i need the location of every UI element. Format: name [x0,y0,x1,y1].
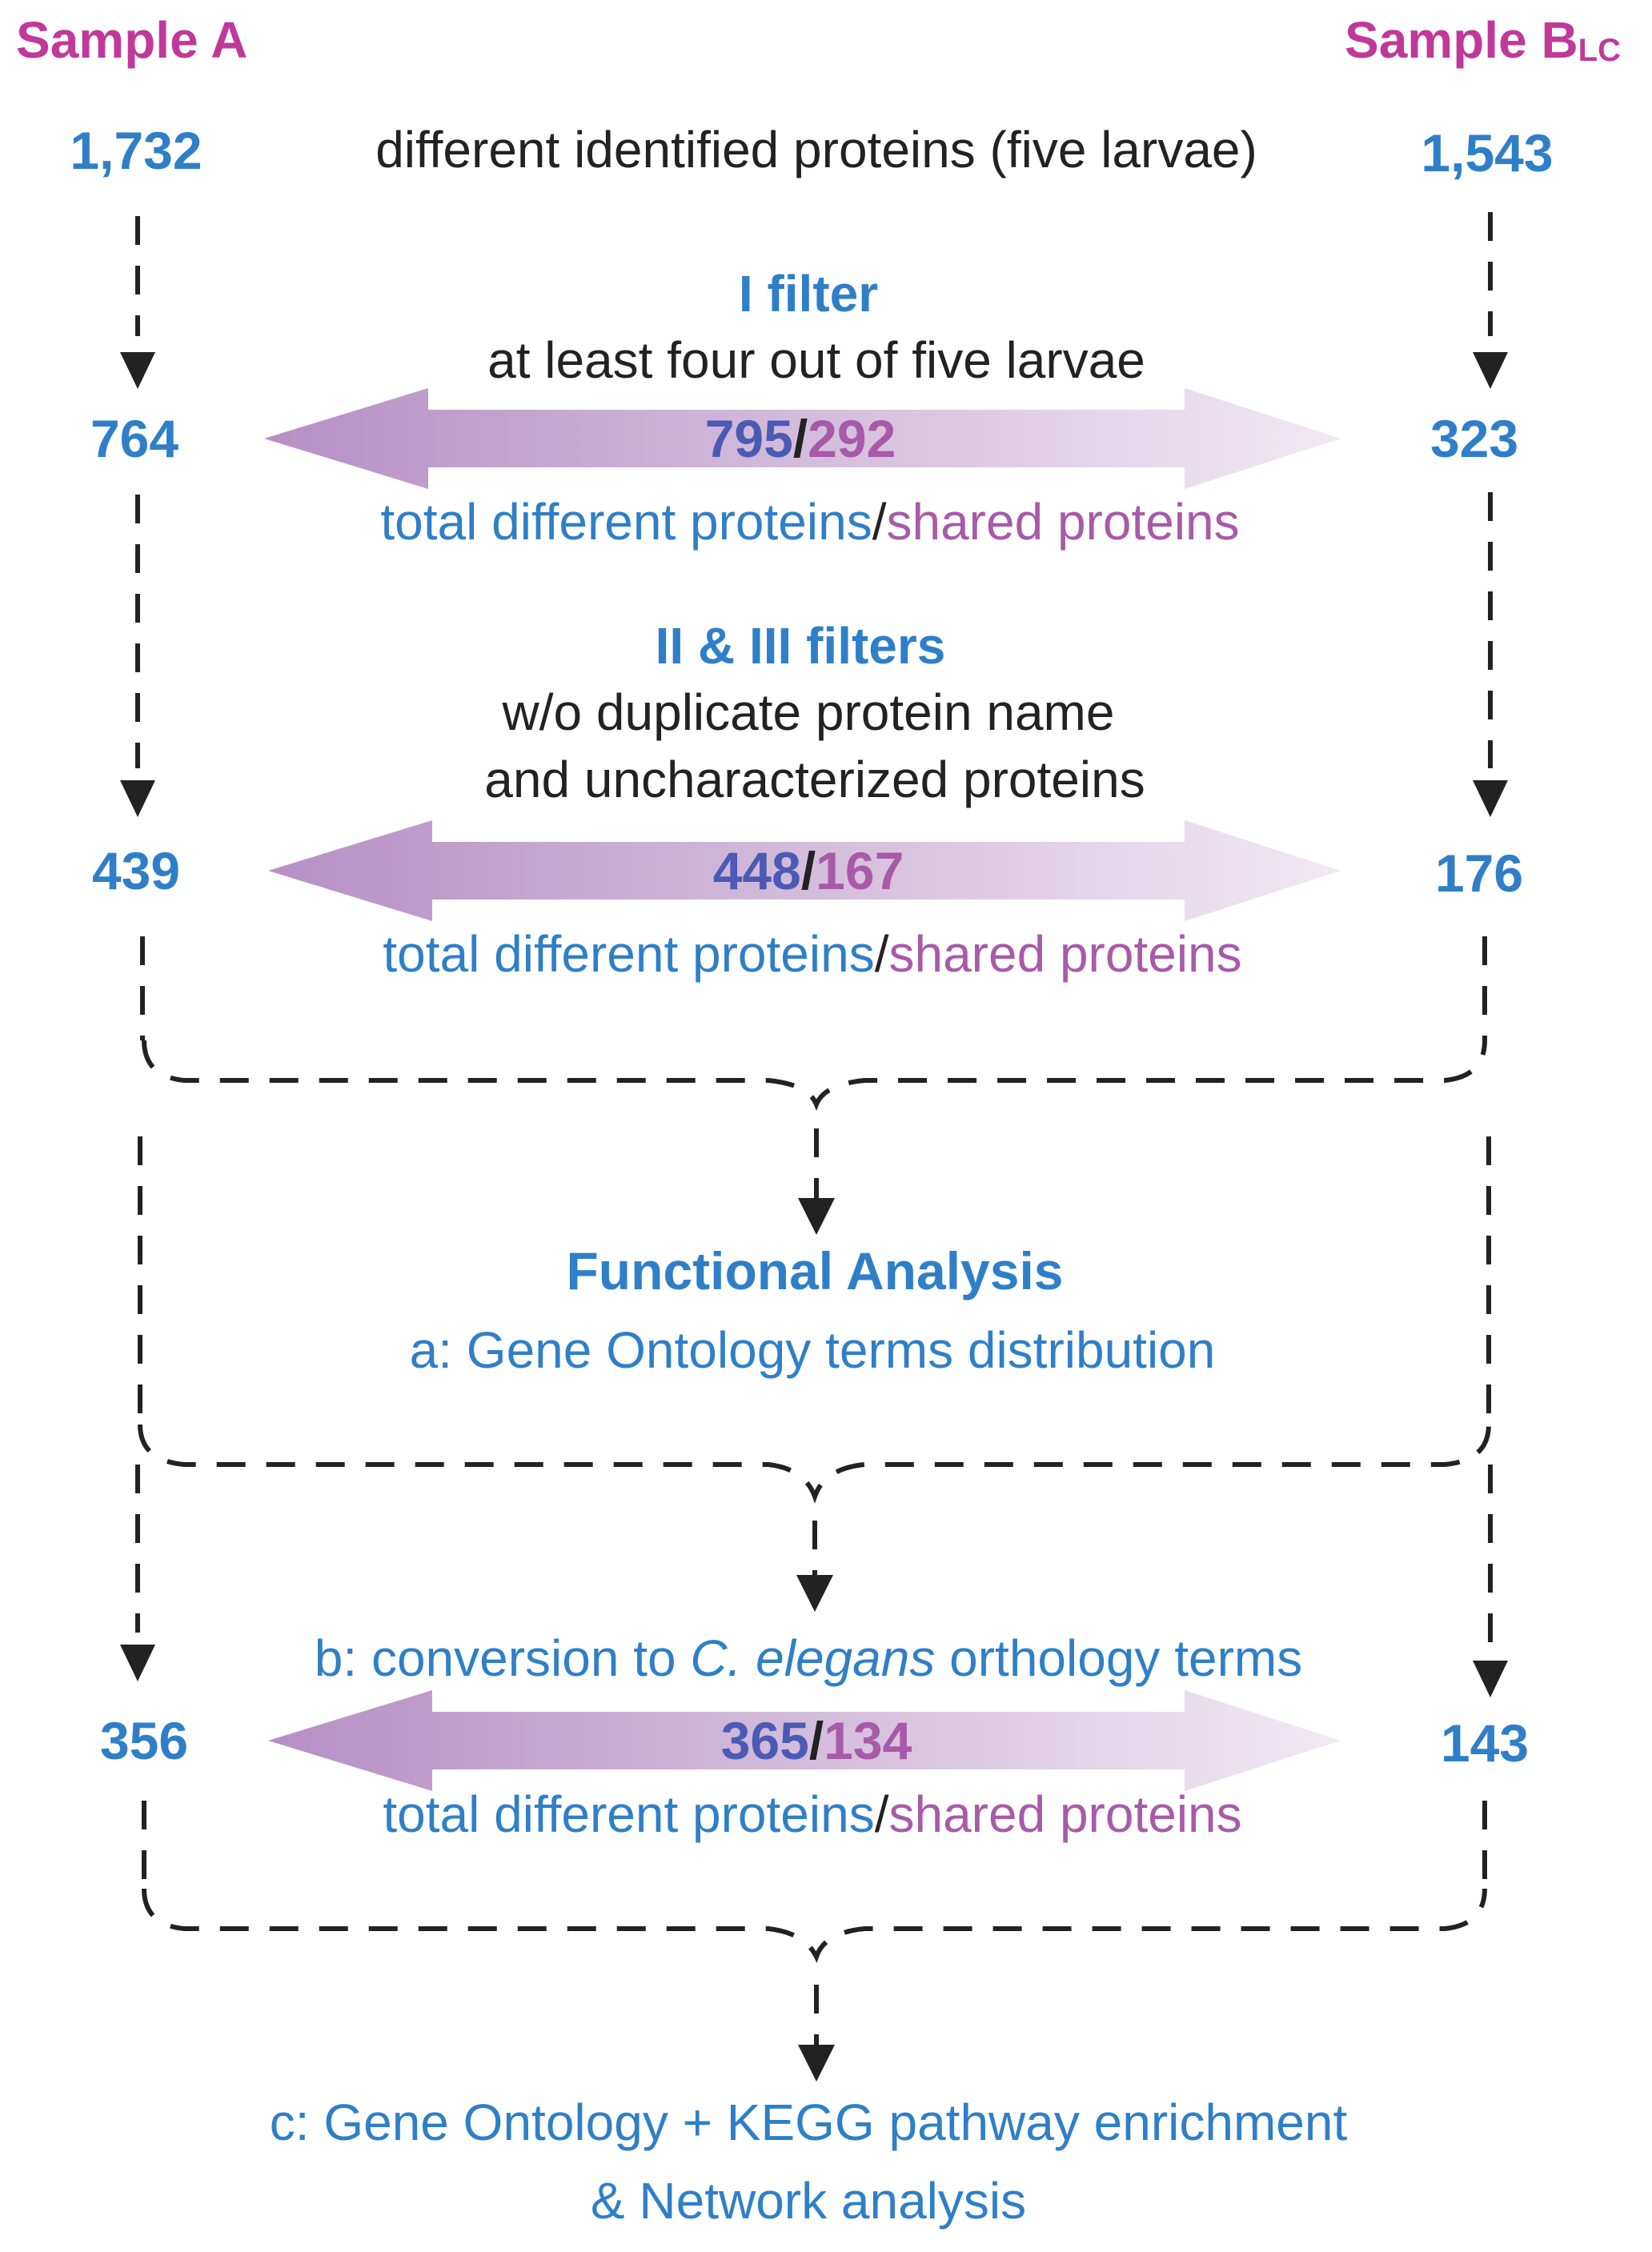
stage3-right-count: 143 [1440,1713,1530,1773]
stage3-caption-sep: / [874,1785,889,1843]
conversion-prefix: b: conversion to [314,1629,691,1687]
double-arrow-1 [264,388,1341,489]
stage0-left-count: 1,732 [70,121,202,180]
filter-2-description-2: and uncharacterized proteins [484,751,1145,808]
stage1-caption-shared: shared proteins [886,493,1240,551]
conversion-suffix: orthology terms [935,1629,1303,1687]
sample-b-label: Sample BLC [1345,11,1621,69]
arrowhead-right-3 [1473,1661,1508,1697]
stage3-caption: total different proteins/shared proteins [383,1789,1241,1840]
stage1-caption-sep: / [872,493,887,551]
bracket-1 [142,1040,1487,1112]
stage0-description: different identified proteins (five larv… [375,121,1257,178]
bracket-2 [138,1424,1491,1504]
stage1-caption-total: total different proteins [380,493,872,551]
stage2-ratio: 448/167 [713,844,904,897]
sample-a-label: Sample A [16,11,248,69]
stage1-ratio-sep: / [792,409,808,468]
filter-2-title: II & III filters [655,617,946,675]
stage1-caption: total different proteins/shared proteins [380,496,1239,547]
stage0-right-count: 1,543 [1421,123,1554,182]
arrowhead-right-1 [1473,352,1508,389]
functional-analysis-a: a: Gene Ontology terms distribution [409,1321,1216,1379]
bracket-3 [142,1888,1487,1963]
arrowhead-right-2 [1473,780,1508,817]
arrowhead-left-1 [120,352,155,389]
arrowhead-center-2 [796,1575,833,1612]
stage2-caption-sep: / [874,925,889,983]
stage1-left-count: 764 [90,409,179,468]
stage2-ratio-sep: / [800,841,816,900]
double-arrow-3 [268,1690,1341,1791]
stage1-ratio: 795/292 [705,412,896,465]
stage3-total: 365 [720,1711,809,1770]
conversion-species: C. elegans [690,1629,936,1687]
stage2-total: 448 [712,841,801,900]
stage2-caption-total: total different proteins [383,925,875,983]
stage3-left-count: 356 [99,1711,189,1770]
stage2-caption: total different proteins/shared proteins [383,928,1241,980]
filter-2-description-1: w/o duplicate protein name [502,683,1115,741]
stage2-caption-shared: shared proteins [888,925,1242,983]
arrowhead-center-1 [798,1198,835,1235]
stage3-ratio-sep: / [808,1711,824,1770]
filter-1-title: I filter [738,265,879,323]
stage1-shared: 292 [808,409,896,468]
final-analysis-line-2: & Network analysis [590,2172,1027,2230]
stage3-shared: 134 [824,1711,912,1770]
stage3-caption-shared: shared proteins [888,1785,1242,1843]
double-arrow-2 [268,820,1341,921]
functional-analysis-title: Functional Analysis [566,1241,1064,1300]
stage1-right-count: 323 [1429,409,1519,468]
stage3-caption-total: total different proteins [383,1785,875,1843]
stage2-shared: 167 [816,841,904,900]
filter-1-description: at least four out of five larvae [487,331,1145,389]
arrowhead-left-2 [120,780,155,817]
stage1-total: 795 [704,409,793,468]
stage2-left-count: 439 [91,841,181,900]
stage3-ratio: 365/134 [721,1714,912,1767]
arrowhead-left-3 [120,1645,155,1681]
conversion-text: b: conversion to C. elegans orthology te… [315,1633,1302,1684]
stage2-right-count: 176 [1434,843,1524,903]
final-analysis-line-1: c: Gene Ontology + KEGG pathway enrichme… [269,2094,1348,2151]
arrowhead-center-3 [798,2045,835,2082]
sample-b-subscript: LC [1578,33,1621,68]
